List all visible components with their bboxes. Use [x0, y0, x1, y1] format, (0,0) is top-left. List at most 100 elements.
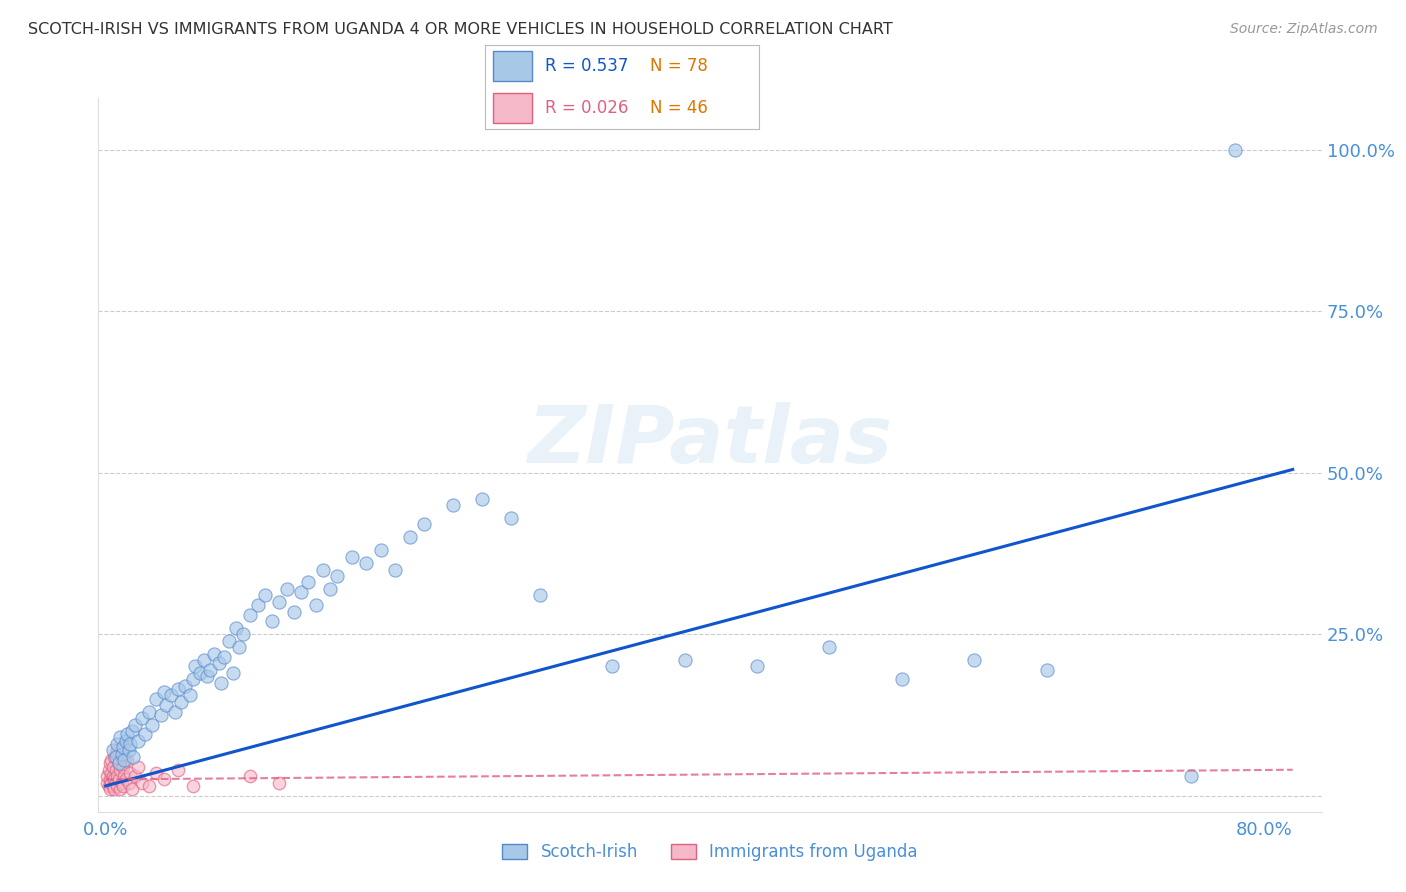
Point — [104, 747, 127, 761]
Point — [131, 711, 153, 725]
Point — [218, 633, 240, 648]
Point — [184, 659, 207, 673]
Point — [340, 549, 363, 564]
Point — [122, 749, 145, 764]
FancyBboxPatch shape — [494, 51, 531, 81]
Point — [127, 733, 149, 747]
Point — [1035, 663, 1057, 677]
Text: N = 78: N = 78 — [650, 57, 707, 75]
Point — [110, 775, 132, 789]
Point — [100, 775, 122, 789]
Point — [97, 779, 120, 793]
Point — [145, 691, 167, 706]
Point — [120, 737, 142, 751]
Point — [112, 759, 135, 773]
Point — [232, 627, 254, 641]
Point — [101, 759, 124, 773]
Point — [107, 772, 129, 787]
Point — [167, 681, 190, 696]
Point — [165, 705, 187, 719]
Point — [963, 653, 986, 667]
Point — [115, 733, 138, 747]
Point — [98, 772, 121, 787]
Text: N = 46: N = 46 — [650, 99, 707, 117]
Point — [124, 717, 146, 731]
Point — [745, 659, 768, 673]
Point — [326, 569, 349, 583]
Point — [121, 724, 143, 739]
Point — [312, 563, 335, 577]
Point — [141, 717, 163, 731]
Point — [297, 575, 319, 590]
Point — [100, 753, 122, 767]
Point — [170, 695, 193, 709]
Point — [105, 737, 128, 751]
Point — [117, 753, 139, 767]
Point — [181, 673, 204, 687]
Point — [818, 640, 841, 654]
Point — [673, 653, 696, 667]
Point — [174, 679, 197, 693]
Point — [471, 491, 494, 506]
Point — [115, 772, 138, 787]
FancyBboxPatch shape — [494, 93, 531, 123]
Point — [214, 649, 236, 664]
Point — [108, 782, 131, 797]
Point — [441, 498, 464, 512]
Point — [112, 740, 135, 755]
Point — [1223, 143, 1246, 157]
Point — [239, 607, 262, 622]
Point — [127, 759, 149, 773]
Point — [124, 769, 146, 783]
Legend: Scotch-Irish, Immigrants from Uganda: Scotch-Irish, Immigrants from Uganda — [495, 837, 925, 868]
Point — [269, 595, 291, 609]
Point — [222, 665, 245, 680]
Point — [283, 605, 305, 619]
Text: SCOTCH-IRISH VS IMMIGRANTS FROM UGANDA 4 OR MORE VEHICLES IN HOUSEHOLD CORRELATI: SCOTCH-IRISH VS IMMIGRANTS FROM UGANDA 4… — [28, 22, 893, 37]
Point — [103, 772, 125, 787]
Point — [181, 779, 204, 793]
Point — [239, 769, 262, 783]
Point — [96, 775, 118, 789]
Point — [101, 769, 124, 783]
Point — [193, 653, 215, 667]
Point — [225, 621, 247, 635]
Point — [103, 782, 125, 797]
Point — [97, 763, 120, 777]
Point — [159, 689, 181, 703]
Point — [121, 782, 143, 797]
Point — [110, 749, 132, 764]
Text: R = 0.026: R = 0.026 — [546, 99, 628, 117]
Point — [98, 756, 121, 771]
Point — [131, 775, 153, 789]
Point — [108, 763, 131, 777]
Point — [105, 769, 128, 783]
Text: Source: ZipAtlas.com: Source: ZipAtlas.com — [1230, 22, 1378, 37]
Point — [107, 756, 129, 771]
Point — [149, 707, 172, 722]
Point — [155, 698, 177, 713]
Point — [276, 582, 298, 596]
Point — [108, 731, 131, 745]
Point — [413, 517, 436, 532]
Point — [138, 779, 160, 793]
Point — [134, 727, 156, 741]
Point — [1180, 769, 1202, 783]
Point — [529, 588, 551, 602]
Point — [120, 766, 142, 780]
Point — [384, 563, 406, 577]
Point — [145, 766, 167, 780]
Point — [112, 779, 135, 793]
Point — [101, 779, 124, 793]
Point — [211, 675, 233, 690]
Point — [262, 614, 284, 628]
Point — [152, 772, 174, 787]
Point — [114, 753, 136, 767]
Point — [195, 669, 218, 683]
Point — [98, 782, 121, 797]
Point — [253, 588, 276, 602]
Point — [398, 530, 420, 544]
Text: ZIPatlas: ZIPatlas — [527, 401, 893, 480]
Point — [105, 779, 128, 793]
Point — [118, 775, 141, 789]
